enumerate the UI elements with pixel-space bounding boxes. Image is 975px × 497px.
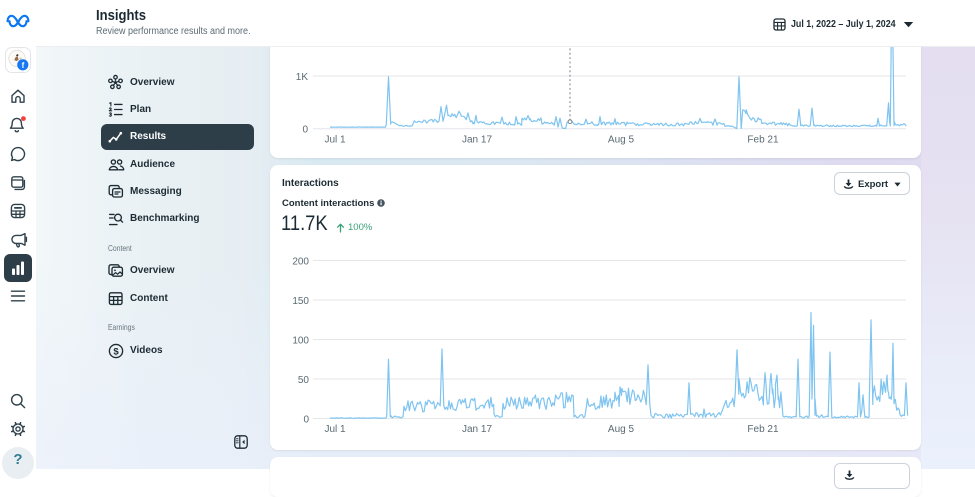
svg-text:Aug 5: Aug 5 [608,424,635,435]
svg-text:0: 0 [303,415,309,426]
svg-text:Jan 17: Jan 17 [462,424,492,435]
svg-text:Aug 5: Aug 5 [608,135,635,146]
svg-text:100: 100 [292,336,309,347]
svg-text:50: 50 [298,375,310,386]
svg-text:Jul 1: Jul 1 [324,135,346,146]
svg-text:0: 0 [302,125,308,136]
svg-text:$: $ [113,346,119,357]
svg-text:Feb 21: Feb 21 [747,135,779,146]
svg-text:Feb 21: Feb 21 [747,424,779,435]
svg-text:Jan 17: Jan 17 [462,135,492,146]
svg-text:Jul 1: Jul 1 [324,424,346,435]
svg-text:150: 150 [292,296,309,307]
svg-text:1K: 1K [296,72,309,83]
svg-text:200: 200 [292,257,309,268]
svg-text:f: f [22,61,25,70]
